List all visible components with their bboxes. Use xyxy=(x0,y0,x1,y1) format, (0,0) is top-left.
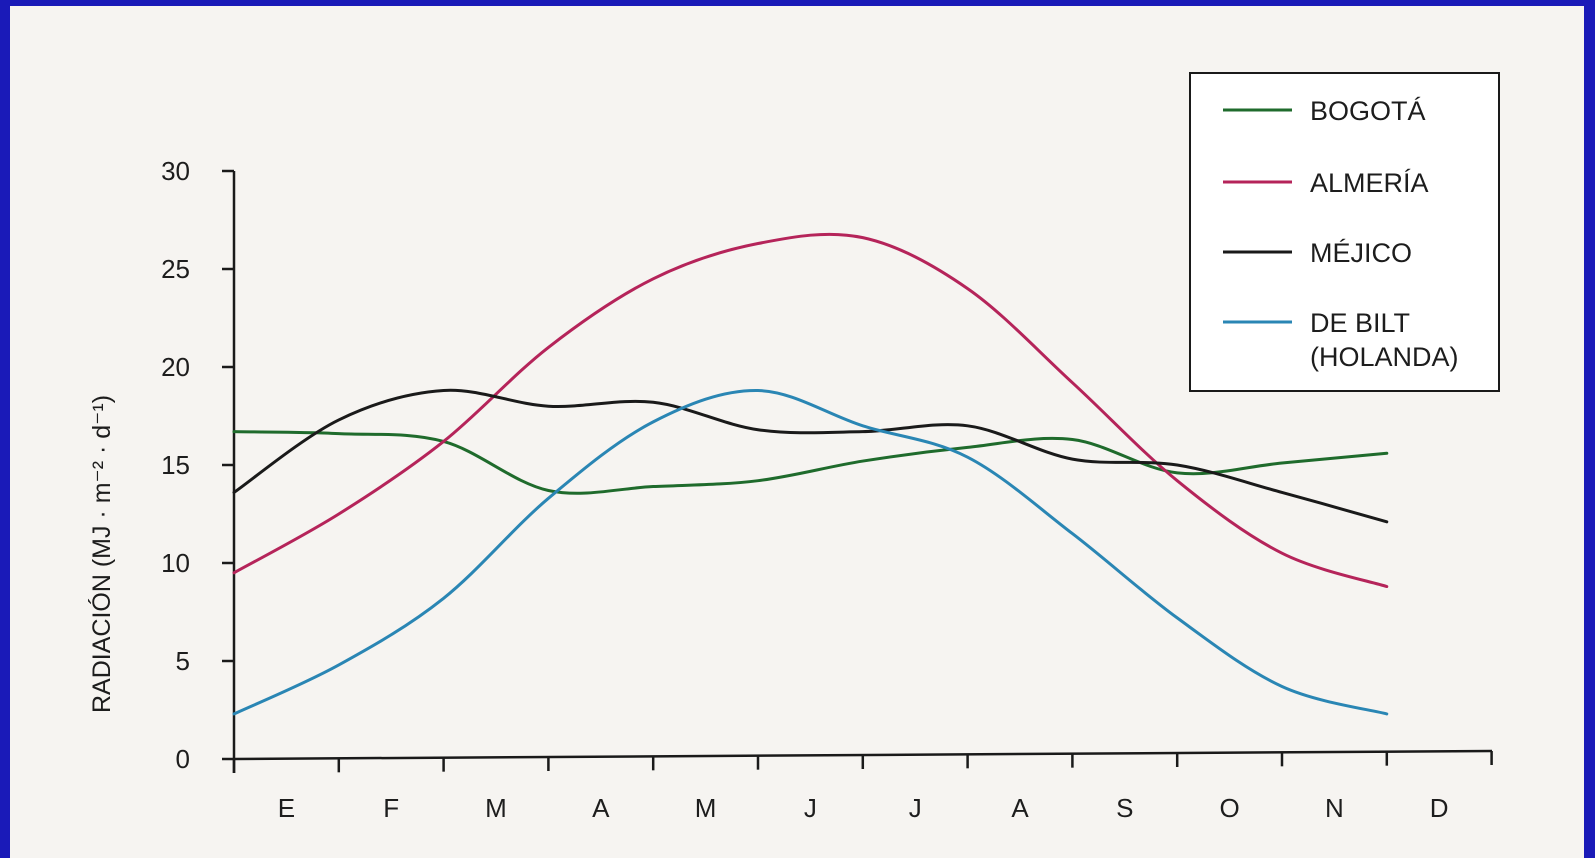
x-tick-label: J xyxy=(909,793,922,823)
x-tick-label: N xyxy=(1325,793,1344,823)
series-line-1 xyxy=(232,232,1389,589)
legend-label: ALMERÍA xyxy=(1310,168,1429,198)
y-tick-label: 25 xyxy=(161,254,190,284)
y-tick-label: 5 xyxy=(176,646,190,676)
x-tick-label: D xyxy=(1430,793,1449,823)
y-tick-label: 0 xyxy=(176,744,190,774)
y-axis-title: RADIACIÓN (MJ · m⁻² · d⁻¹) xyxy=(87,395,116,713)
y-tick-label: 20 xyxy=(161,352,190,382)
series-line-2 xyxy=(232,388,1389,524)
x-tick-label: S xyxy=(1116,793,1133,823)
radiation-chart: 0 5 10 15 20 25 30 E F M A M J J A S O N D RADIACIÓN (MJ ·… xyxy=(87,72,1500,823)
series-line-3 xyxy=(232,389,1389,716)
x-tick-label: M xyxy=(695,793,717,823)
legend-label: MÉJICO xyxy=(1310,238,1412,268)
y-tick-label: 30 xyxy=(161,156,190,186)
x-tick-label: A xyxy=(592,793,610,823)
legend: BOGOTÁ ALMERÍA MÉJICO DE BILT (HOLANDA) xyxy=(1189,72,1500,392)
y-tick-label: 10 xyxy=(161,548,190,578)
legend-label: BOGOTÁ xyxy=(1310,96,1426,126)
y-axis-title-group: RADIACIÓN (MJ · m⁻² · d⁻¹) xyxy=(87,395,116,713)
x-tick-label: J xyxy=(804,793,817,823)
x-tick-label: O xyxy=(1219,793,1239,823)
x-tick-label: E xyxy=(278,793,295,823)
axes: 0 5 10 15 20 25 30 E F M A M J J A S O N D xyxy=(161,156,1493,823)
x-tick-label: A xyxy=(1011,793,1029,823)
y-tick-label: 15 xyxy=(161,450,190,480)
x-tick-label: F xyxy=(383,793,399,823)
series-lines xyxy=(232,232,1389,716)
x-tick-label: M xyxy=(485,793,507,823)
legend-box xyxy=(1189,72,1500,392)
series-line-0 xyxy=(232,430,1389,495)
legend-label: DE BILT (HOLANDA) xyxy=(1310,308,1459,372)
figure-frame: 0 5 10 15 20 25 30 E F M A M J J A S O N D RADIACIÓN (MJ ·… xyxy=(10,6,1584,858)
